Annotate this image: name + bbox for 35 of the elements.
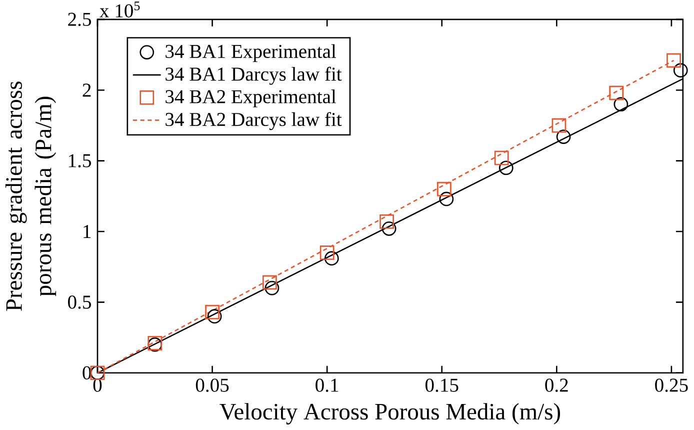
x-tick-label: 0.2 xyxy=(545,378,568,392)
point xyxy=(552,118,566,133)
y-tick-label: 2.5 xyxy=(68,12,91,26)
y-tick-label: 1.5 xyxy=(68,154,91,168)
point xyxy=(673,63,688,78)
point xyxy=(320,246,334,260)
point xyxy=(207,309,222,324)
point xyxy=(498,160,514,176)
point xyxy=(609,86,624,100)
legend-label: 34 BA2 Experimental xyxy=(166,90,336,108)
x-tick-label: 0.1 xyxy=(316,378,338,392)
legend-label: 34 BA1 Darcys law fit xyxy=(166,66,342,85)
y-tick-label: 1 xyxy=(84,225,91,238)
legend-label: 34 BA1 Experimental xyxy=(166,44,336,62)
point xyxy=(380,214,394,229)
point xyxy=(666,53,681,68)
point xyxy=(556,130,571,144)
y-tick-label: 0.5 xyxy=(68,296,91,309)
y-axis-title: Pressure gradient across porous media (Pa/m) xyxy=(5,82,56,311)
legend-label: 34 BA2 Darcys law fit xyxy=(166,112,342,130)
point xyxy=(614,97,628,112)
y-tick-label: 2 xyxy=(82,84,91,97)
x-tick-label: 0.25 xyxy=(655,378,688,392)
point xyxy=(264,280,280,296)
point xyxy=(382,222,396,236)
x-tick-label: 0.05 xyxy=(196,378,229,392)
point xyxy=(324,251,339,266)
point xyxy=(436,182,452,196)
text: x 10$^{5}$ xyxy=(100,2,140,18)
point xyxy=(494,150,509,166)
x-tick-label: 0.15 xyxy=(425,378,458,392)
point xyxy=(205,304,220,320)
point xyxy=(439,192,454,206)
x-axis-title: Velocity Across Porous Media (m/s) xyxy=(220,403,560,425)
point xyxy=(262,275,277,290)
